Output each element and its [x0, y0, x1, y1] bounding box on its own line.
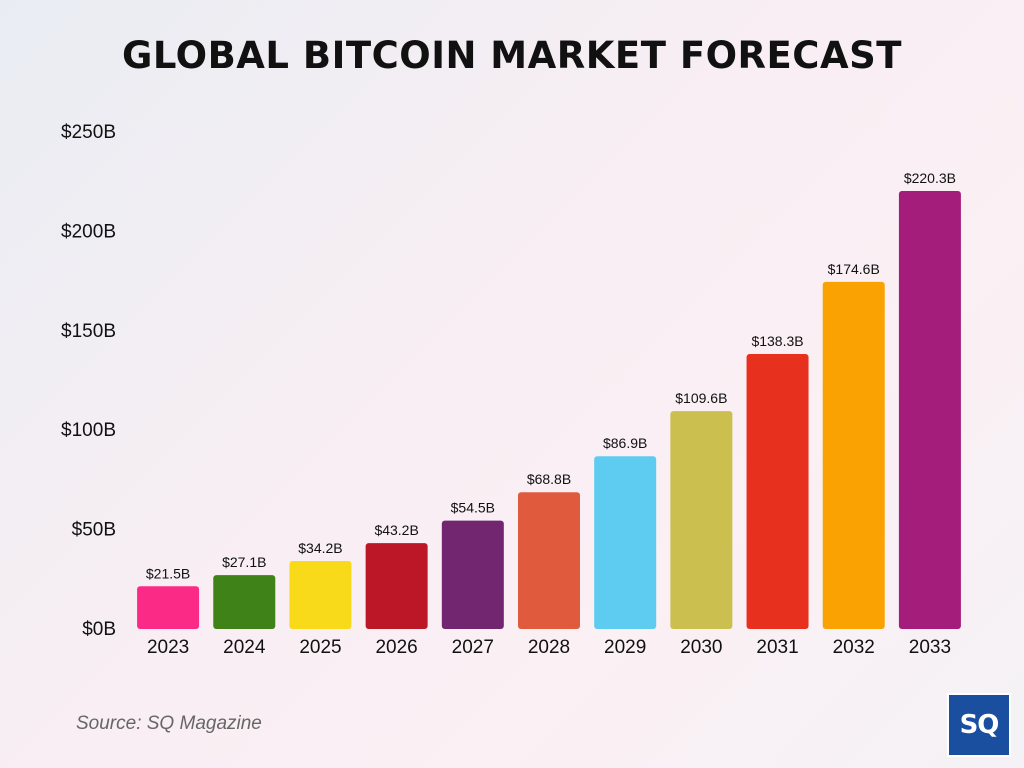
x-tick-label: 2027 — [452, 637, 494, 658]
source-note: Source: SQ Magazine — [76, 713, 262, 734]
value-label: $138.3B — [751, 333, 803, 349]
x-tick-label: 2033 — [909, 637, 951, 658]
x-tick-label: 2029 — [604, 637, 646, 658]
x-tick-label: 2031 — [756, 637, 798, 658]
value-label: $43.2B — [374, 522, 418, 538]
y-tick-label: $200B — [61, 221, 116, 242]
x-tick-label: 2025 — [299, 637, 341, 658]
bar-2023 — [137, 586, 200, 629]
x-tick-label: 2028 — [528, 637, 570, 658]
bar-2030 — [670, 411, 733, 629]
value-label: $54.5B — [451, 500, 495, 516]
y-tick-label: $150B — [61, 321, 116, 342]
y-tick-label: $50B — [72, 520, 116, 541]
value-label: $68.8B — [527, 471, 571, 487]
sq-logo: SQ — [947, 693, 1011, 757]
y-tick-label: $0B — [82, 619, 116, 640]
x-axis: 2023 2024 2025 2026 2027 2028 2029 2030 2031 2032… — [147, 637, 951, 658]
x-tick-label: 2023 — [147, 637, 189, 658]
value-label: $220.3B — [904, 170, 956, 186]
value-labels: $21.5B $27.1B $34.2B $43.2B $54.5B $68.8B $86.… — [146, 170, 956, 581]
x-tick-label: 2026 — [375, 637, 417, 658]
bar-2031 — [746, 354, 809, 629]
bar-2024 — [213, 575, 276, 629]
bar-2032 — [822, 281, 885, 629]
value-label: $34.2B — [298, 540, 342, 556]
logo-text: SQ — [959, 710, 1000, 740]
bar-2028 — [518, 492, 580, 629]
value-label: $27.1B — [222, 554, 266, 570]
bars — [137, 191, 961, 630]
x-tick-label: 2024 — [223, 637, 266, 658]
y-tick-label: $100B — [61, 420, 116, 441]
bar-2026 — [365, 543, 428, 629]
value-label: $109.6B — [675, 390, 727, 406]
y-axis: $0B $50B $100B $150B $200B $250B — [61, 122, 116, 640]
bar-2027 — [441, 520, 504, 629]
bar-2029 — [594, 456, 657, 629]
value-label: $86.9B — [603, 435, 647, 451]
value-label: $21.5B — [146, 565, 190, 581]
y-tick-label: $250B — [61, 122, 116, 143]
bar-2025 — [289, 561, 352, 629]
x-tick-label: 2032 — [833, 637, 875, 658]
bar-2033 — [898, 191, 961, 630]
value-label: $174.6B — [828, 261, 880, 277]
chart-title: GLOBAL BITCOIN MARKET FORECAST — [122, 34, 902, 77]
x-tick-label: 2030 — [680, 637, 722, 658]
